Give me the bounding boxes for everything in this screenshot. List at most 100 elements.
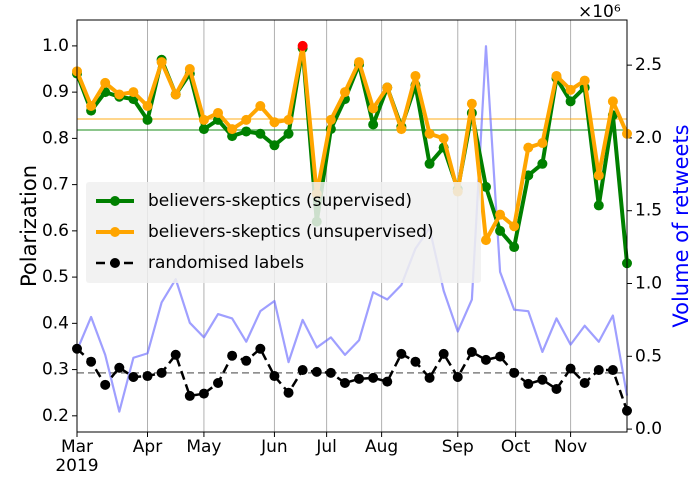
point [100,77,111,88]
point [396,348,407,359]
point [269,371,280,382]
point [579,75,590,86]
point [438,348,449,359]
y-tick-label: 0.5 [42,267,69,287]
point [593,365,604,376]
point [255,101,266,112]
legend-box [86,182,481,283]
point [311,366,322,377]
y2-tick-label: 1.5 [635,201,662,221]
legend-marker [110,258,120,268]
legend-label: believers-skeptics (unsupervised) [148,222,434,242]
point [241,126,252,137]
point [198,114,209,125]
y-tick-label: 0.6 [42,221,69,241]
point [354,373,365,384]
point [325,114,336,125]
point [227,131,238,142]
point [565,96,576,107]
point [509,242,520,253]
y-axis-label: Polarization [17,165,41,287]
point [495,225,506,236]
legend-label: randomised labels [148,253,304,273]
y2-tick-label: 0.5 [635,346,662,366]
point [368,119,379,130]
point [537,158,548,169]
year-label: 2019 [55,456,98,476]
point [339,87,350,98]
point [128,87,139,98]
series-line [75,43,629,243]
x-tick-label: Jul [315,437,337,457]
y2-axis-label: Volume of retweets [669,124,691,327]
y2-tick-label: 0.0 [635,419,662,439]
point [495,351,506,362]
point [198,124,209,135]
point [495,209,506,220]
volume-line [75,45,629,413]
plot-frame [76,19,628,433]
x-tick-label: Aug [365,437,398,457]
point [466,347,477,358]
point [382,376,393,387]
y-tick-label: 0.2 [42,406,69,426]
point [241,355,252,366]
point [607,96,618,107]
y2-tick-label: 2.5 [635,55,662,75]
point [339,377,350,388]
point [466,98,477,109]
point [579,377,590,388]
point [114,362,125,373]
point [142,371,153,382]
point [410,356,421,367]
x-tick-label: Oct [501,437,531,457]
point [424,158,435,169]
point [368,372,379,383]
point [170,349,181,360]
x-tick-label: May [186,437,221,457]
point [142,101,153,112]
point [551,70,562,81]
point [255,128,266,139]
point [565,84,576,95]
legend-marker [110,227,120,237]
point [198,388,209,399]
point [480,181,491,192]
point [269,140,280,151]
y2-tick-label: 2.0 [635,128,662,148]
point [86,356,97,367]
point [255,343,266,354]
point [551,383,562,394]
point [283,128,294,139]
point [241,114,252,125]
legend-marker [110,196,120,206]
point [283,387,294,398]
point [184,64,195,75]
series-line [76,347,629,412]
point [424,372,435,383]
point [396,124,407,135]
y-tick-label: 0.9 [42,82,69,102]
x-tick-label: Apr [133,437,162,457]
y-tick-label: 0.3 [42,360,69,380]
point [213,107,224,118]
y-tick-label: 0.4 [42,313,69,333]
x-tick-label: Jun [260,437,288,457]
point [213,377,224,388]
point [565,363,576,374]
point [523,142,534,153]
point [269,117,280,128]
point [438,133,449,144]
legend-label: believers-skeptics (supervised) [148,191,412,211]
point [480,235,491,246]
highlight-point [297,40,308,51]
point [537,374,548,385]
x-tick-label: Sep [442,437,474,457]
point [297,365,308,376]
point [156,57,167,68]
point [382,82,393,93]
y-tick-label: 0.7 [42,175,69,195]
y2-tick-label: 1.0 [635,274,662,294]
offset-label: ×10⁶ [578,2,621,22]
